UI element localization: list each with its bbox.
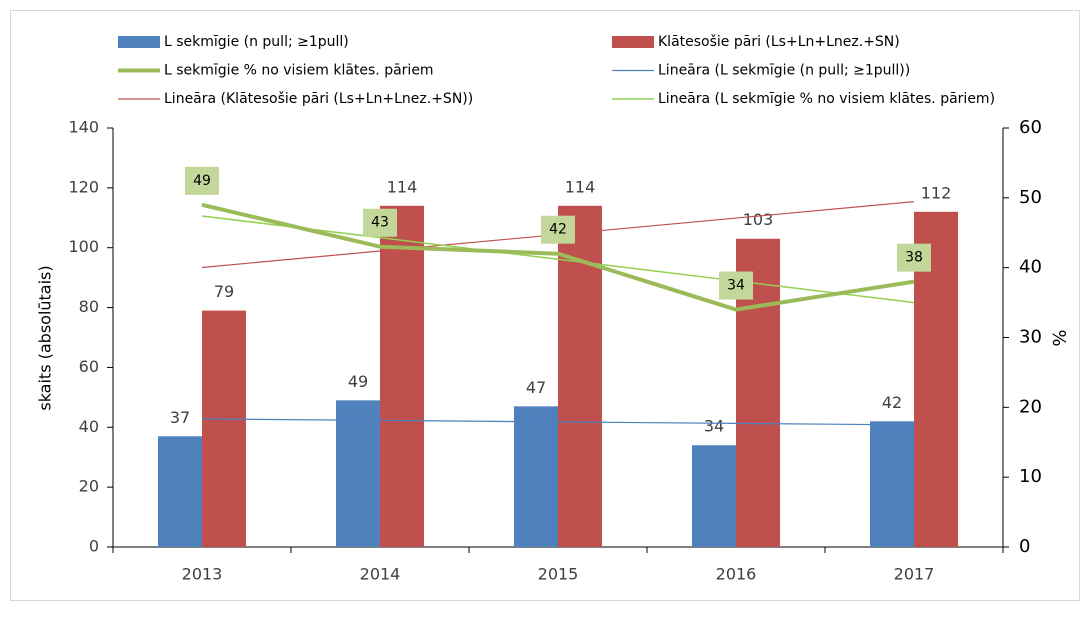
data-label: 42 (882, 393, 902, 412)
legend-label: Lineāra (L sekmīgie (n pull; ≥1pull)) (658, 63, 910, 79)
y-tick-label: 40 (79, 417, 99, 436)
legend-label: Lineāra (L sekmīgie % no visiem klātes. … (658, 91, 995, 107)
data-label: 47 (526, 378, 546, 397)
y-tick-label: 20 (79, 477, 99, 496)
y-tick-label: 140 (68, 118, 99, 137)
line (201, 418, 915, 426)
y-tick-label: 60 (79, 357, 99, 376)
legend-swatch (118, 36, 160, 48)
y2-axis-label: % (1048, 329, 1069, 346)
y-tick-label: 80 (79, 297, 99, 316)
y2-tick-label: 60 (1019, 117, 1042, 138)
bar (380, 205, 424, 548)
data-label: 103 (743, 210, 774, 229)
bar (870, 421, 914, 547)
legend-swatch (612, 36, 654, 48)
y2-tick-label: 30 (1019, 327, 1042, 348)
data-label-box (363, 208, 397, 237)
data-label: 37 (170, 408, 190, 427)
legend-label: L sekmīgie % no visiem klātes. pāriem (164, 63, 434, 79)
y2-tick-label: 10 (1019, 466, 1042, 487)
data-label: 34 (727, 278, 745, 294)
y2-tick-label: 20 (1019, 396, 1042, 417)
x-tick-label: 2014 (360, 565, 401, 584)
x-tick-label: 2015 (538, 565, 579, 584)
y2-tick-label: 40 (1019, 257, 1042, 278)
x-tick-label: 2013 (182, 565, 223, 584)
bar (692, 445, 736, 547)
y2-tick-label: 0 (1019, 536, 1030, 557)
data-label: 79 (214, 282, 234, 301)
y-tick-label: 100 (68, 237, 99, 256)
data-label: 34 (704, 417, 724, 436)
data-label: 114 (387, 177, 418, 196)
y-tick-label: 0 (89, 537, 99, 556)
data-label: 42 (549, 222, 567, 238)
data-label: 114 (565, 177, 596, 196)
y2-tick-label: 50 (1019, 187, 1042, 208)
x-tick-label: 2016 (716, 565, 757, 584)
legend-label: L sekmīgie (n pull; ≥1pull) (164, 34, 349, 50)
data-label: 43 (371, 215, 389, 231)
bar (514, 406, 558, 547)
data-label-box (897, 243, 931, 272)
bar (158, 436, 202, 547)
data-label-box (185, 166, 219, 195)
x-tick-label: 2017 (894, 565, 935, 584)
legend-label: Klātesošie pāri (Ls+Ln+Lnez.+SN) (658, 34, 900, 50)
line (201, 215, 915, 304)
y-tick-label: 120 (68, 177, 99, 196)
data-label-box (719, 271, 753, 300)
data-label: 112 (921, 183, 952, 202)
data-label: 49 (193, 173, 211, 189)
bar (336, 400, 380, 547)
data-label: 49 (348, 372, 368, 391)
line (201, 202, 915, 312)
y-axis-label: skaits (absolūtais) (36, 265, 55, 410)
data-label-box (541, 215, 575, 244)
legend-label: Lineāra (Klātesošie pāri (Ls+Ln+Lnez.+SN… (164, 91, 473, 107)
bar (202, 310, 246, 547)
data-label: 38 (905, 250, 923, 266)
